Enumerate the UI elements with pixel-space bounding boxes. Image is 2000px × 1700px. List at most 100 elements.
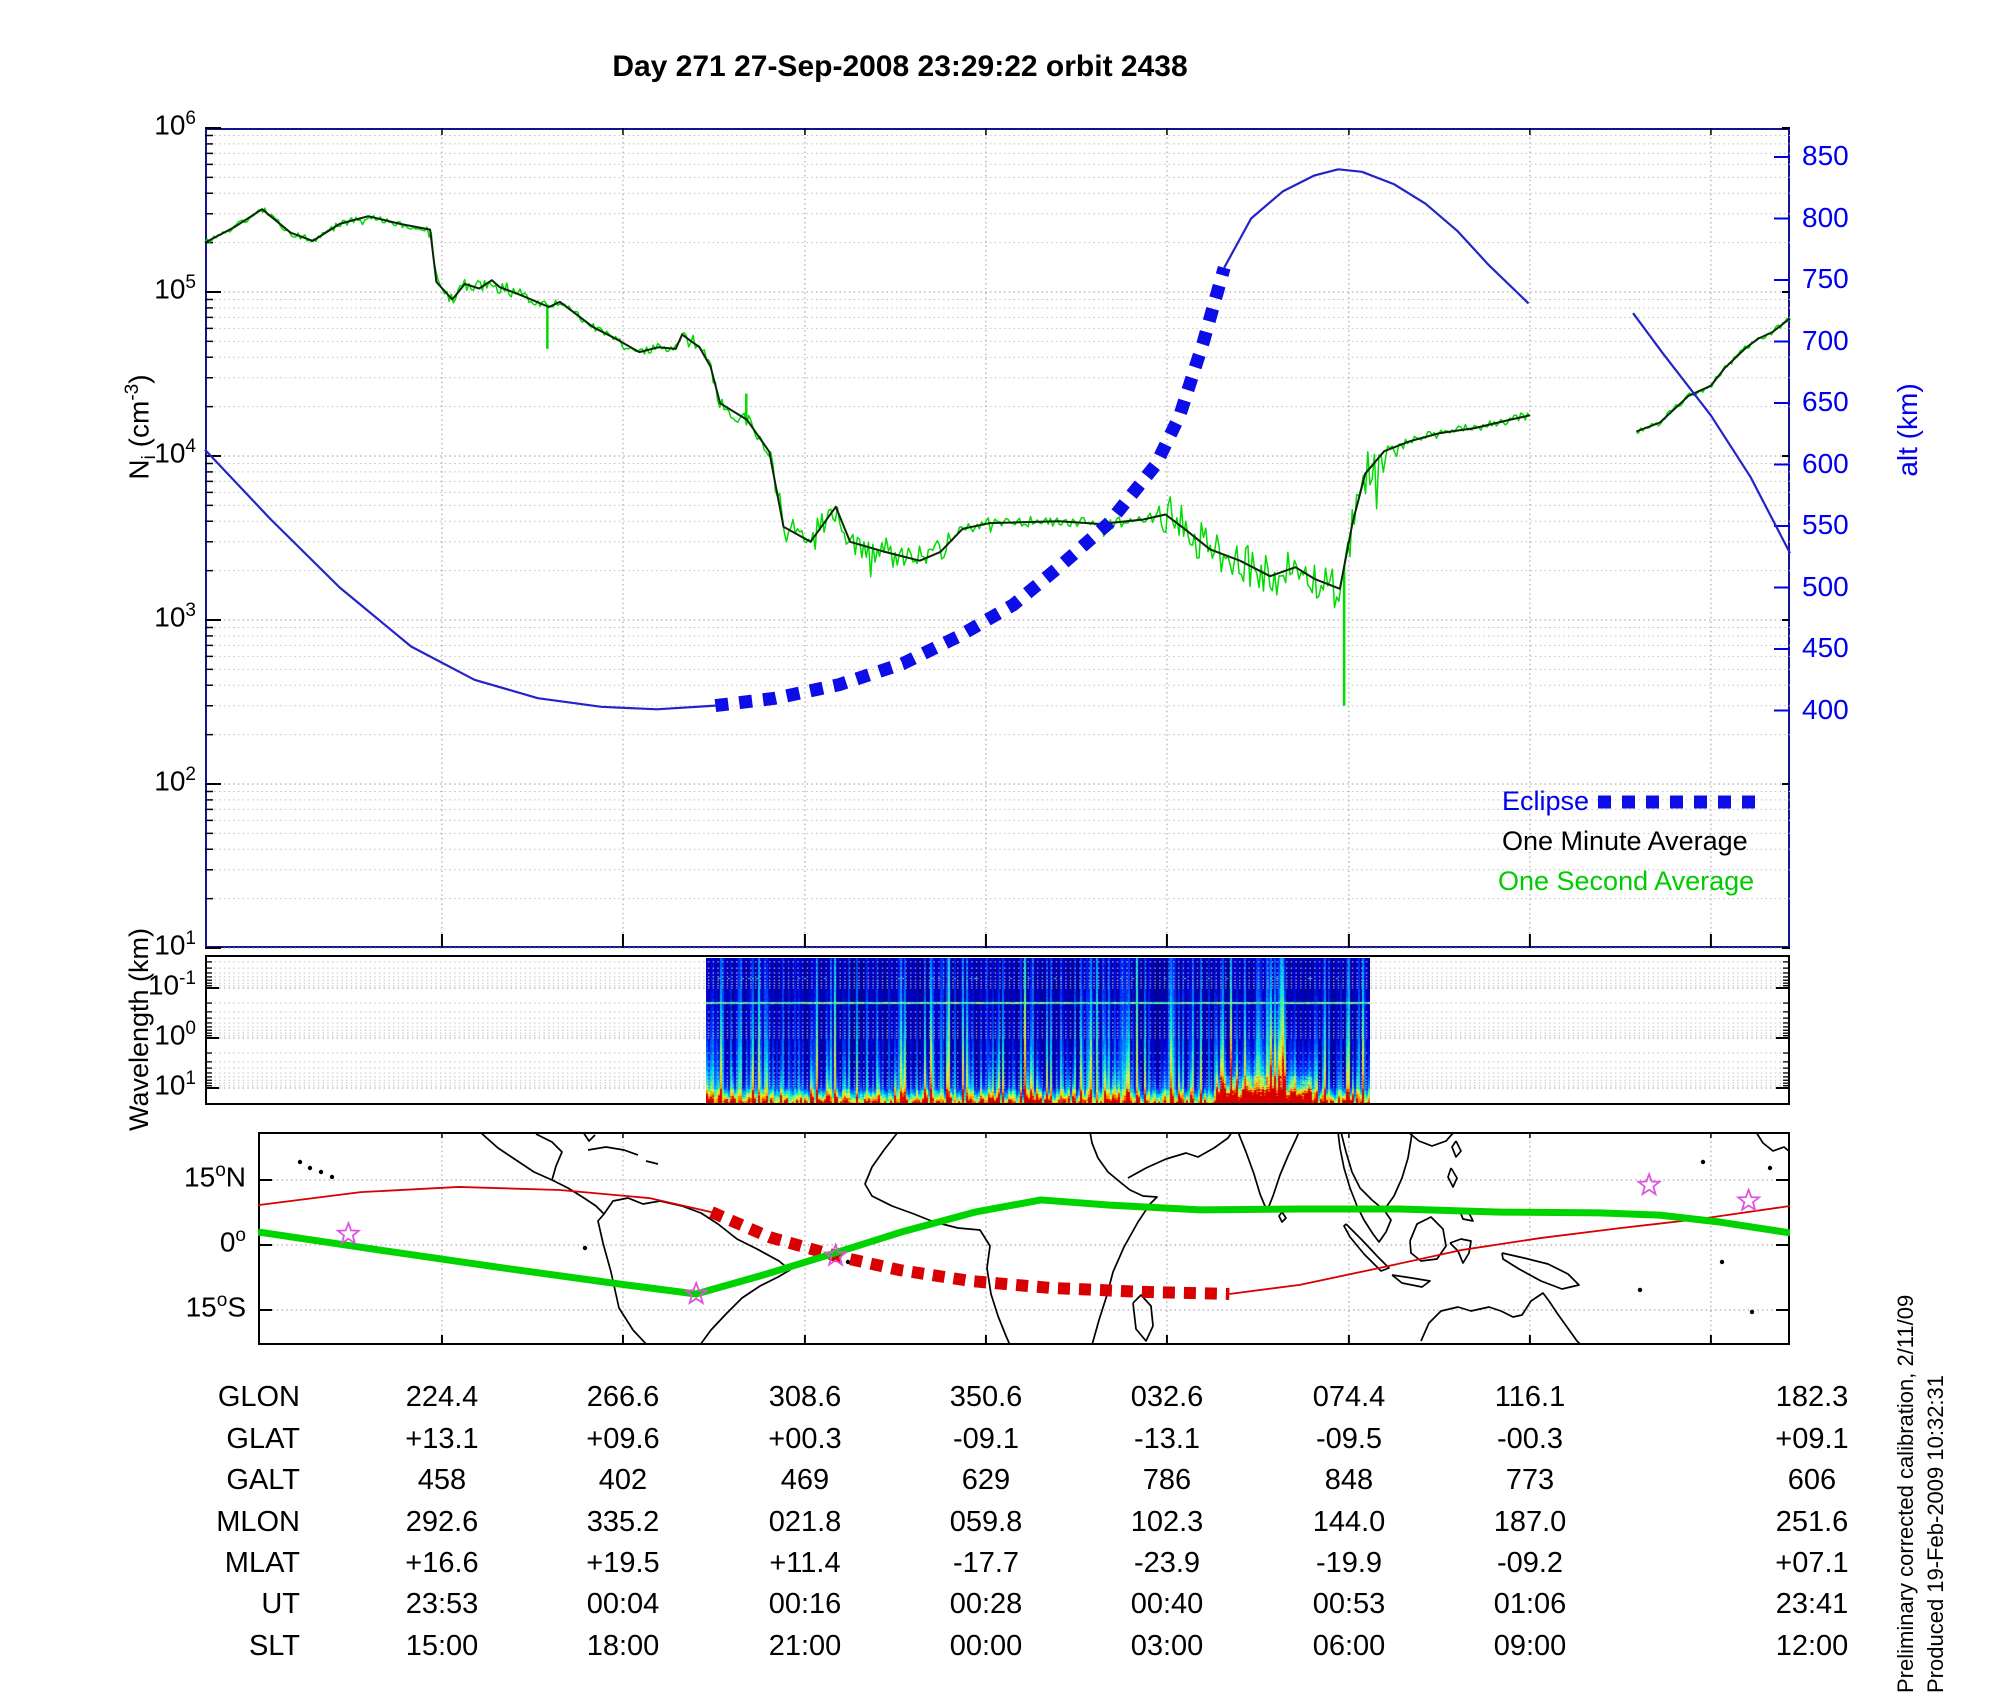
table-value: -09.1 (952, 1423, 1020, 1455)
alt-tick-label: 450 (1802, 632, 1849, 663)
alt-tick-label: 550 (1802, 509, 1849, 540)
ni-tick-label: 101 (154, 928, 196, 961)
table-row-label-glon: GLON (217, 1381, 300, 1413)
table-value: +07.1 (1775, 1547, 1849, 1579)
latitude-tick-label: 15oS (185, 1290, 246, 1323)
table-value: 00:04 (586, 1588, 660, 1620)
map-layer (258, 1132, 1790, 1345)
page-title: Day 271 27-Sep-2008 23:29:22 orbit 2438 (612, 50, 1188, 83)
table-value: 032.6 (1130, 1381, 1204, 1413)
legend-second-label: One Second Average (1498, 866, 1755, 896)
table-value: 848 (1324, 1464, 1374, 1496)
ni-tick-label: 105 (154, 272, 196, 305)
table-value: 00:00 (949, 1630, 1023, 1662)
latitude-tick-label: 15oN (184, 1160, 246, 1193)
ni-axis-label: Ni (cm-3) (122, 374, 160, 480)
table-value: 187.0 (1493, 1506, 1567, 1538)
map-star-marker (1636, 1171, 1662, 1197)
legend-eclipse-label: Eclipse (1502, 786, 1590, 816)
alt-tick-label: 700 (1802, 324, 1849, 356)
wavelength-tick-label: 101 (154, 1068, 196, 1101)
density-panel-box (205, 128, 1790, 948)
alt-tick-label: 600 (1802, 447, 1849, 479)
map-star-marker (1735, 1187, 1762, 1212)
table-value: 00:16 (768, 1588, 842, 1620)
table-row-label-glat: GLAT (226, 1423, 300, 1455)
table-value: -17.7 (952, 1547, 1020, 1579)
table-value: -19.9 (1315, 1547, 1383, 1579)
alt-tick-label: 850 (1802, 140, 1849, 171)
table-value: 21:00 (768, 1630, 842, 1662)
table-row-label-slt: SLT (248, 1630, 300, 1662)
table-value: 23:41 (1775, 1588, 1849, 1620)
table-value: 182.3 (1775, 1381, 1849, 1413)
table-row-label-galt: GALT (226, 1464, 300, 1496)
latitude-tick-label: 0o (219, 1225, 246, 1258)
table-value: 251.6 (1775, 1506, 1849, 1538)
table-value: 469 (780, 1464, 830, 1496)
table-row-label-mlat: MLAT (224, 1547, 300, 1579)
map-star-marker (822, 1242, 849, 1267)
table-value: 224.4 (405, 1381, 479, 1413)
table-value: 06:00 (1312, 1630, 1386, 1662)
table-value: 102.3 (1130, 1506, 1204, 1538)
table-value: 00:40 (1130, 1588, 1204, 1620)
table-value: 335.2 (586, 1506, 660, 1538)
table-value: +11.4 (769, 1547, 841, 1579)
table-value: 021.8 (768, 1506, 842, 1538)
table-value: 266.6 (586, 1381, 660, 1413)
map-panel-box (258, 1132, 1790, 1345)
alt-tick-label: 500 (1802, 570, 1849, 602)
table-row-label-ut: UT (261, 1588, 300, 1620)
ni-tick-label: 103 (154, 600, 196, 633)
table-value: 350.6 (949, 1381, 1023, 1413)
table-value: 606 (1787, 1464, 1837, 1496)
wavelength-tick-label: 100 (154, 1018, 196, 1051)
alt-tick-label: 750 (1802, 263, 1849, 294)
ni-tick-label: 102 (154, 764, 196, 797)
table-value: 308.6 (768, 1381, 842, 1413)
table-value: 786 (1142, 1464, 1192, 1496)
alt-tick-label: 400 (1802, 693, 1849, 725)
table-value: 292.6 (405, 1506, 479, 1538)
table-value: -23.9 (1133, 1547, 1201, 1579)
table-value: 059.8 (949, 1506, 1023, 1538)
table-value: 18:00 (586, 1630, 660, 1662)
table-value: -09.2 (1496, 1547, 1564, 1579)
table-value: 03:00 (1130, 1630, 1204, 1662)
alt-tick-label: 650 (1802, 386, 1849, 417)
table-value: 23:53 (405, 1588, 479, 1620)
table-value: +19.5 (586, 1547, 660, 1579)
table-value: 458 (417, 1464, 467, 1496)
map-star-marker (683, 1280, 710, 1306)
wavelength-tick-label: 10-1 (147, 968, 196, 1001)
table-value: 074.4 (1312, 1381, 1386, 1413)
table-value: 12:00 (1775, 1630, 1849, 1662)
table-value: -09.5 (1315, 1423, 1383, 1455)
table-value: 00:28 (949, 1588, 1023, 1620)
table-value: +16.6 (405, 1547, 479, 1579)
table-value: 116.1 (1494, 1381, 1566, 1413)
table-value: +09.6 (586, 1423, 660, 1455)
table-value: 15:00 (405, 1630, 479, 1662)
calibration-note: Preliminary corrected calibration, 2/11/… (1893, 1294, 1918, 1693)
table-value: 144.0 (1312, 1506, 1386, 1538)
table-value: 629 (961, 1464, 1011, 1496)
table-value: 00:53 (1312, 1588, 1386, 1620)
legend-minute-label: One Minute Average (1502, 826, 1748, 856)
alt-tick-label: 800 (1802, 201, 1849, 233)
alt-axis-label: alt (km) (1892, 383, 1923, 477)
table-value: 402 (598, 1464, 648, 1496)
table-value: +13.1 (405, 1423, 479, 1455)
ni-tick-label: 104 (154, 436, 196, 469)
table-value: 01:06 (1493, 1588, 1567, 1620)
ni-tick-label: 106 (154, 108, 196, 141)
produced-note: Produced 19-Feb-2009 10:32:31 (1923, 1374, 1948, 1693)
table-value: +00.3 (768, 1423, 842, 1455)
table-row-label-mlon: MLON (216, 1506, 300, 1538)
table-value: +09.1 (1775, 1423, 1849, 1455)
table-value: 09:00 (1493, 1630, 1567, 1662)
table-value: -00.3 (1496, 1423, 1564, 1455)
